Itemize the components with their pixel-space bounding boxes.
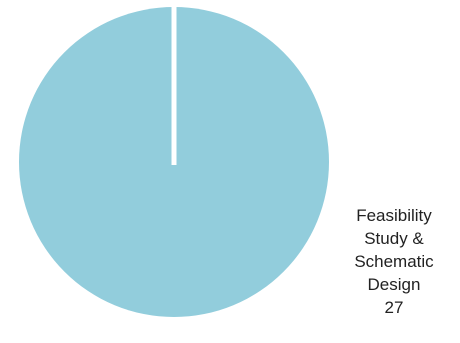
slice-value-label: 27 bbox=[385, 298, 404, 317]
slice-label: Feasibility Study & Schematic Design 27 bbox=[354, 206, 434, 317]
labels-layer: Feasibility Study & Schematic Design 27 bbox=[354, 206, 434, 317]
slices-layer bbox=[19, 6, 329, 317]
slice-category-label-line: Feasibility bbox=[356, 206, 432, 225]
slice-category-label-line: Schematic bbox=[354, 252, 434, 271]
slice-category-label-line: Design bbox=[368, 275, 421, 294]
slice-category-label-line: Study & bbox=[364, 229, 424, 248]
